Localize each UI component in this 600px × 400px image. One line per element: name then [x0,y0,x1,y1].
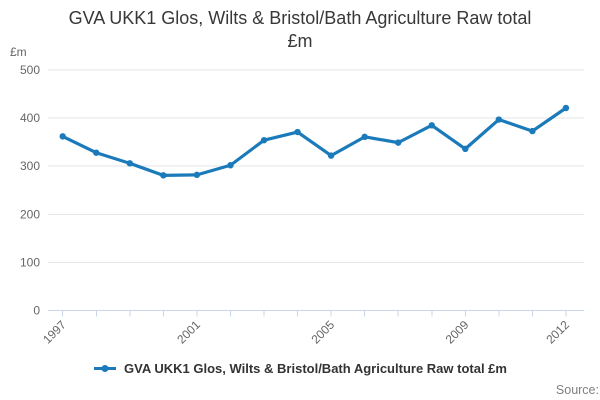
legend[interactable]: GVA UKK1 Glos, Wilts & Bristol/Bath Agri… [0,361,600,376]
x-axis-tick-label: 2001 [174,317,203,346]
data-point-marker[interactable] [59,133,66,140]
data-point-marker[interactable] [428,122,435,129]
data-point-marker[interactable] [193,171,201,179]
data-point-marker[interactable] [260,137,268,144]
legend-line-marker-icon [94,365,117,372]
data-point-marker[interactable] [395,139,402,146]
y-axis-tick-label: 0 [33,304,40,318]
data-point-marker[interactable] [562,104,570,112]
data-point-marker[interactable] [462,145,469,153]
y-axis-tick-label: 100 [20,255,40,269]
data-point-marker[interactable] [361,133,368,141]
data-point-marker[interactable] [126,160,133,167]
x-axis-tick-label: 2009 [443,317,472,346]
chart-title-line2: £m [287,31,313,51]
data-point-marker[interactable] [327,152,335,159]
y-axis-tick-label: 400 [20,111,40,125]
data-point-marker[interactable] [93,149,100,156]
y-axis-tick-label: 300 [20,159,40,173]
x-axis-tick-label: 1997 [40,317,69,346]
data-point-marker[interactable] [529,127,536,135]
y-axis-unit-label: £m [10,45,27,59]
chart-title-line1: GVA UKK1 Glos, Wilts & Bristol/Bath Agri… [68,8,532,28]
data-point-marker[interactable] [495,116,503,123]
x-axis-tick-label: 2005 [308,317,337,346]
chart-title: GVA UKK1 Glos, Wilts & Bristol/Bath Agri… [0,7,600,53]
source-label: Source: [555,383,599,397]
y-axis-tick-label: 200 [20,207,40,221]
data-point-marker[interactable] [294,128,301,136]
data-point-marker[interactable] [227,162,234,169]
x-axis-tick-label: 2012 [543,317,572,346]
data-point-marker[interactable] [160,172,167,179]
legend-series-label: GVA UKK1 Glos, Wilts & Bristol/Bath Agri… [124,361,507,376]
series-line [61,106,568,177]
chart-canvas: £m 0 100 200 300 400 500 1997 2001 2005 2009 2012 [10,45,584,347]
y-axis-tick-label: 500 [20,63,40,77]
